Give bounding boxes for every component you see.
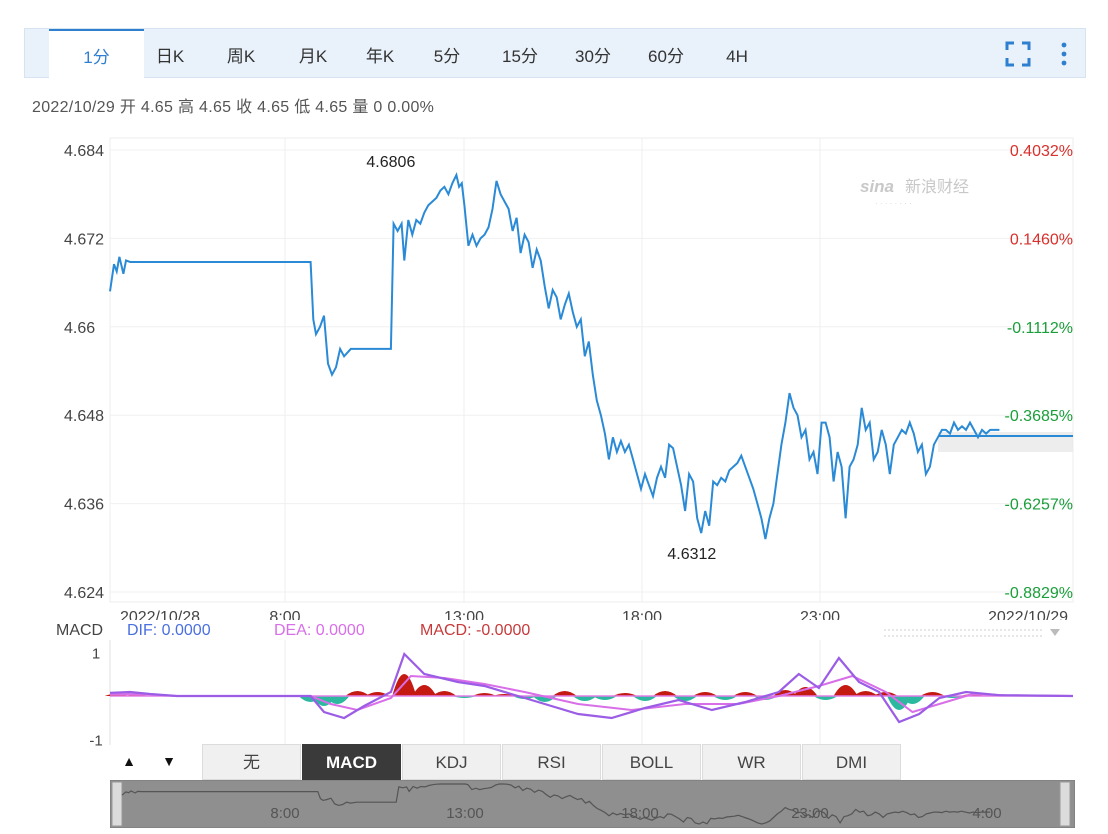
y-tick-pct-label: -0.6257% [1005,497,1074,514]
tab-4h[interactable]: 4H [726,47,748,66]
tab-15min[interactable]: 15分 [502,47,538,66]
y-tick-label: 4.648 [64,408,104,425]
tab-30min[interactable]: 30分 [575,47,611,66]
fullscreen-icon[interactable] [1005,41,1031,67]
y-tick-pct-label: -0.1112% [1007,320,1073,337]
more-vertical-icon[interactable] [1051,41,1077,67]
macd-histogram-bar [920,692,945,696]
indicator-none-button[interactable]: 无 [202,744,301,780]
y-tick-pct-label: -0.8829% [1005,585,1074,602]
macd-histogram-bar [693,692,718,696]
chevron-down-icon [1050,629,1060,636]
x-tick-label: 23:00 [800,609,840,620]
tab-weekly-k[interactable]: 周K [226,47,256,66]
dea-value: DEA: 0.0000 [274,622,365,639]
macd-histogram-bar [900,696,925,704]
macd-histogram-bar [572,696,597,701]
high-price-label: 4.6806 [366,154,415,171]
dea-line [109,674,1074,714]
y-tick-label: 4.66 [64,320,95,337]
y-tick-pct-label: 0.4032% [1010,143,1073,160]
macd-value: MACD: -0.0000 [420,622,531,639]
macd-histogram-bar [592,696,617,700]
tab-60min[interactable]: 60分 [648,47,684,66]
x-tick-label: 2022/10/29 [988,609,1068,620]
low-price-label: 4.6312 [667,546,716,563]
macd-histogram-bar [733,692,758,696]
indicator-dmi-button[interactable]: DMI [802,744,901,780]
tab-daily-k[interactable]: 日K [155,47,185,66]
x-tick-label: 18:00 [622,609,662,620]
indicator-rsi-button[interactable]: RSI [502,744,601,780]
navigator-price-line [121,783,991,825]
watermark-text: 新浪财经 [905,178,969,196]
overview-navigator[interactable]: 8:00 13:00 18:00 23:00 4:00 [110,780,1075,828]
y-tick-pct-label: 0.1460% [1010,231,1073,248]
period-tabbar: 1分 日K 周K 月K 年K 5分 15分 30分 60分 4H [24,28,1086,79]
tab-1min[interactable]: 1分 [49,29,144,79]
y-tick-label: 4.684 [64,143,104,160]
sina-finance-watermark: sina 新浪财经 · · · · · · · · [860,177,969,208]
price-chart: sina 新浪财经 · · · · · · · · 4.684 4.672 4.66… [64,137,1074,620]
dif-line [109,651,1074,724]
macd-histogram-bar [813,696,838,700]
navigator-left-handle[interactable] [111,781,123,827]
macd-y-tick: -1 [89,732,102,749]
macd-histogram-bar [853,691,878,696]
navigator-label: 4:00 [972,805,1001,822]
plot-frame [109,137,1074,603]
indicator-macd-button[interactable]: MACD [302,744,401,780]
macd-histogram-bar [793,687,818,696]
x-tick-label: 13:00 [444,609,484,620]
macd-histogram-bar [345,691,370,696]
y-tick-pct-label: -0.3685% [1005,408,1074,425]
y-tick-label: 4.672 [64,231,104,248]
tab-5min[interactable]: 5分 [433,47,461,66]
indicator-wr-button[interactable]: WR [702,744,801,780]
scroll-down-button[interactable]: ▼ [162,753,176,769]
x-tick-label: 8:00 [269,609,300,620]
tab-yearly-k[interactable]: 年K [365,47,395,66]
tab-monthly-k[interactable]: 月K [298,47,328,66]
macd-histogram-bar [633,696,657,701]
ohlc-info-line: 2022/10/29 开 4.65 高 4.65 收 4.65 低 4.65 量… [32,99,435,116]
macd-histogram-bar [412,685,437,696]
price-series-line [109,172,1000,540]
macd-y-tick: 1 [92,646,100,663]
macd-title: MACD [56,622,104,639]
scroll-up-button[interactable]: ▲ [122,753,136,769]
navigator-label: 18:00 [621,805,659,822]
indicator-kdj-button[interactable]: KDJ [402,744,501,780]
x-tick-label: 2022/10/28 [120,609,200,620]
dif-value: DIF: 0.0000 [127,622,211,639]
macd-histogram-bar [713,696,738,700]
macd-histogram-bar [325,696,350,704]
macd-chart: 1 -1 [89,640,1074,749]
svg-text:sina: sina [860,177,894,196]
y-tick-label: 4.624 [64,585,104,602]
y-tick-label: 4.636 [64,497,104,514]
macd-histogram-bar [833,685,858,696]
navigator-right-handle[interactable] [1059,781,1071,827]
macd-histogram-bar [552,691,577,696]
macd-histogram-bar [653,691,678,696]
svg-text:· · · · · · · ·: · · · · · · · · [875,199,912,208]
navigator-label: 8:00 [270,805,299,822]
macd-collapse-control[interactable] [884,626,1074,640]
navigator-label: 13:00 [446,805,484,822]
indicator-boll-button[interactable]: BOLL [602,744,701,780]
macd-histogram-bar [432,691,457,696]
navigator-label: 23:00 [791,805,829,822]
